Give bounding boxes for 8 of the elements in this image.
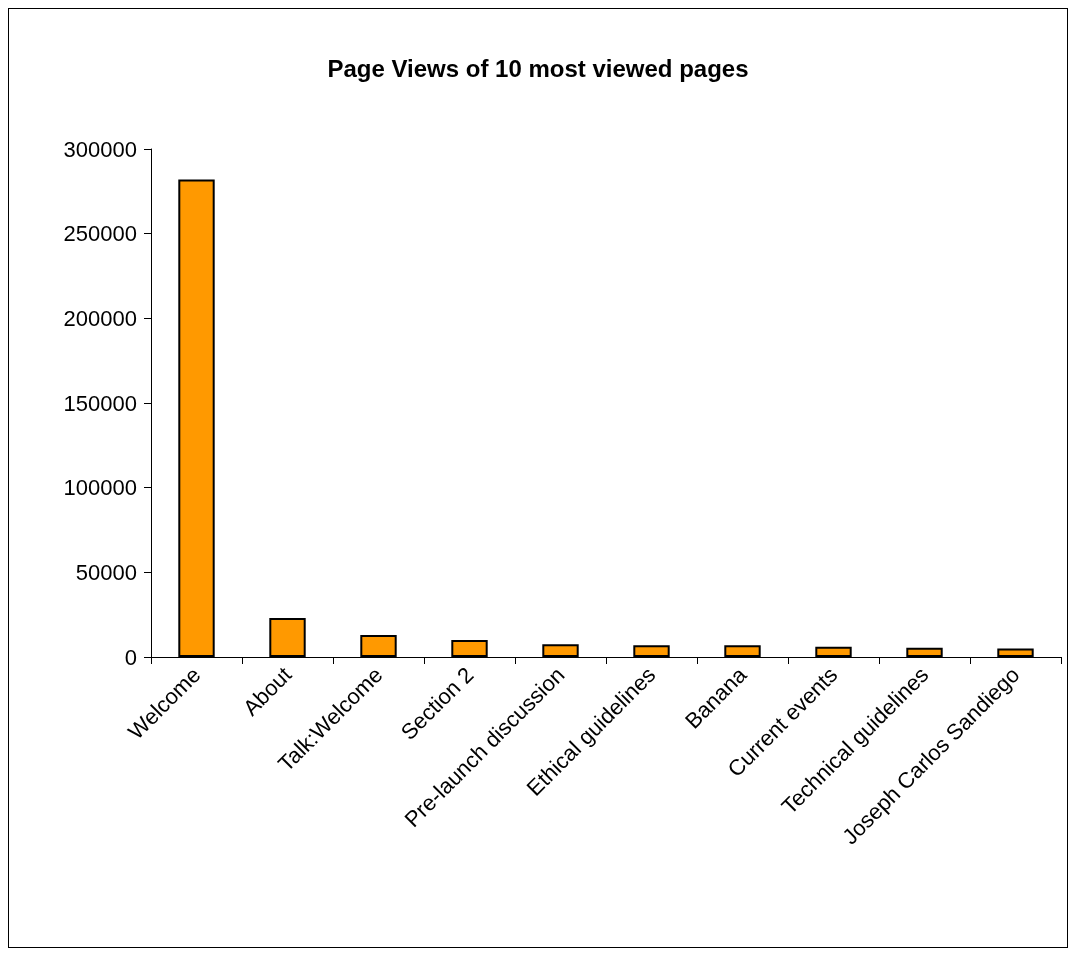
y-tick-label: 0 [124,644,137,670]
y-tick-label: 100000 [63,475,137,501]
chart-title: Page Views of 10 most viewed pages [327,54,749,82]
y-tick-label: 150000 [63,390,137,416]
y-tick-label: 250000 [63,221,137,247]
y-tick-label: 300000 [63,136,137,162]
y-tick-label: 50000 [75,559,137,585]
y-tick-label: 200000 [63,305,137,331]
